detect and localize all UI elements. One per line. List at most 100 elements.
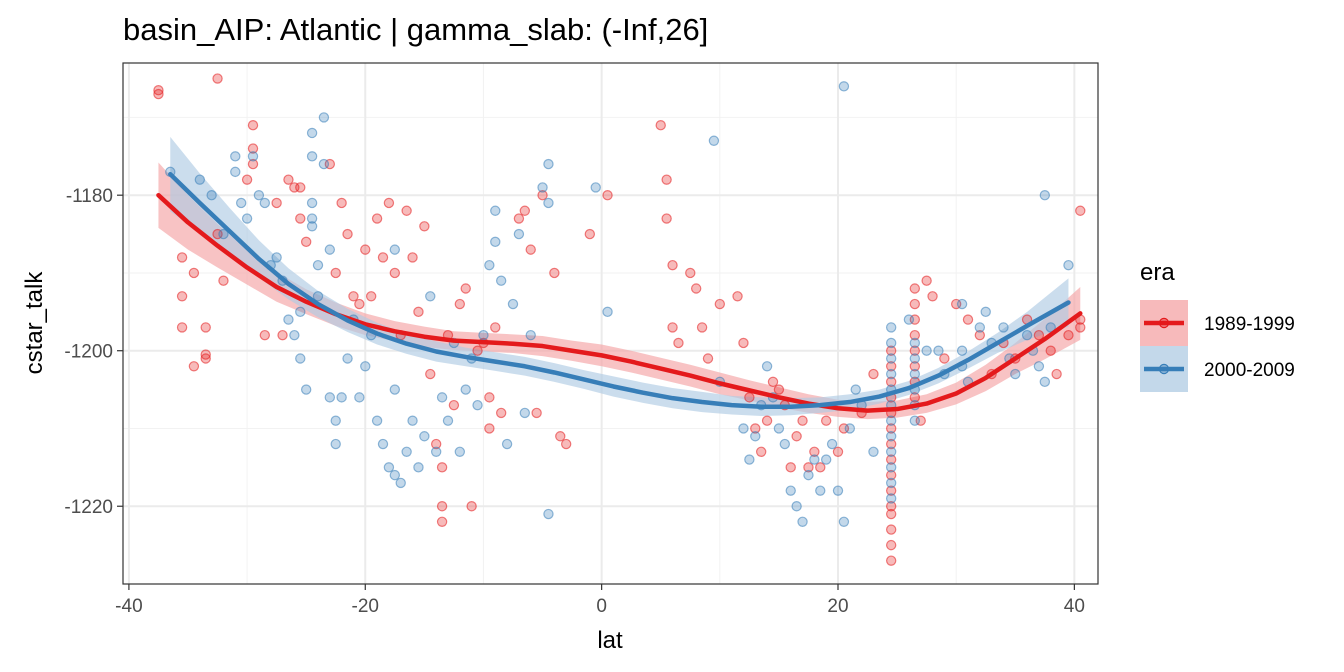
data-point — [909, 368, 921, 380]
y-tick-label: -1180 — [66, 186, 113, 207]
data-point — [885, 415, 897, 426]
data-point — [318, 158, 330, 170]
data-point — [436, 392, 448, 403]
data-point — [247, 158, 259, 170]
data-point — [590, 182, 601, 193]
data-point — [436, 462, 448, 473]
data-point — [560, 438, 572, 450]
data-point — [212, 73, 223, 84]
data-point — [395, 477, 406, 489]
data-point — [371, 415, 383, 426]
data-point — [927, 291, 938, 302]
legend-key-point — [1158, 317, 1170, 329]
data-point — [460, 384, 471, 395]
smooth-line — [156, 192, 1083, 413]
data-point — [1010, 368, 1021, 380]
data-point — [537, 189, 548, 201]
data-point — [407, 415, 418, 426]
data-point — [525, 329, 536, 341]
data-point — [909, 361, 921, 372]
data-point — [247, 143, 259, 154]
data-point — [484, 423, 495, 434]
data-point — [354, 392, 365, 403]
data-point — [555, 431, 566, 442]
data-point — [761, 415, 773, 426]
data-point — [1075, 205, 1086, 216]
data-point — [696, 322, 708, 333]
data-point — [885, 454, 897, 465]
y-axis-ticks: -1220 -1200 -1180 — [64, 186, 123, 518]
data-point — [602, 306, 613, 318]
data-point — [490, 205, 501, 216]
data-point — [419, 431, 430, 442]
data-point — [903, 314, 915, 325]
data-point — [702, 353, 714, 364]
data-point — [803, 469, 814, 481]
data-point — [885, 555, 897, 566]
confidence-band — [170, 136, 1069, 417]
data-point — [484, 259, 495, 271]
data-point — [838, 81, 850, 92]
data-point — [360, 244, 371, 255]
data-point — [306, 221, 318, 232]
data-point — [885, 477, 897, 489]
legend-key — [1140, 346, 1188, 392]
data-point — [377, 438, 389, 450]
data-point — [832, 485, 844, 496]
data-point — [401, 205, 412, 216]
data-point — [909, 392, 921, 403]
data-point — [773, 423, 785, 434]
data-point — [543, 508, 554, 520]
plot-border — [122, 62, 1099, 585]
data-point — [885, 469, 897, 481]
data-point — [785, 462, 796, 473]
confidence-bands — [158, 136, 1081, 420]
data-point — [750, 431, 761, 442]
data-point — [998, 322, 1009, 333]
data-point — [1033, 329, 1045, 341]
data-point — [755, 446, 767, 458]
data-point — [1033, 361, 1045, 372]
data-point — [230, 151, 241, 162]
data-point — [832, 446, 844, 458]
data-point — [442, 415, 454, 426]
data-point — [389, 469, 401, 481]
data-point — [1063, 259, 1074, 271]
data-point — [885, 539, 897, 551]
data-point — [809, 454, 820, 465]
data-point — [336, 392, 347, 403]
x-tick-label: 20 — [827, 596, 848, 617]
data-point — [791, 431, 802, 442]
data-point — [466, 501, 477, 512]
data-point — [188, 267, 200, 279]
data-point — [885, 501, 897, 512]
data-point — [235, 197, 247, 209]
data-point — [1045, 345, 1056, 356]
data-point — [153, 85, 164, 96]
data-point — [519, 205, 531, 216]
data-point — [761, 361, 773, 372]
legend-key-point — [1158, 363, 1170, 375]
data-point — [885, 345, 897, 356]
data-point — [206, 189, 217, 201]
data-point — [885, 376, 897, 388]
data-point — [974, 322, 986, 333]
data-point — [318, 112, 330, 123]
data-point — [885, 446, 897, 458]
data-point — [1045, 322, 1056, 333]
data-point — [690, 283, 702, 294]
legend-title: era — [1140, 259, 1175, 286]
minor-gridlines — [123, 63, 1098, 585]
data-point — [259, 329, 271, 341]
data-point — [306, 197, 318, 209]
data-point — [933, 345, 944, 356]
data-point — [732, 291, 743, 302]
data-point — [153, 88, 164, 100]
data-point — [909, 337, 921, 349]
data-point — [342, 353, 353, 364]
x-tick-label: -20 — [352, 596, 379, 617]
data-point — [194, 174, 206, 185]
legend: era 1989-1999 2000-2009 — [1140, 259, 1295, 392]
data-point — [779, 438, 791, 450]
